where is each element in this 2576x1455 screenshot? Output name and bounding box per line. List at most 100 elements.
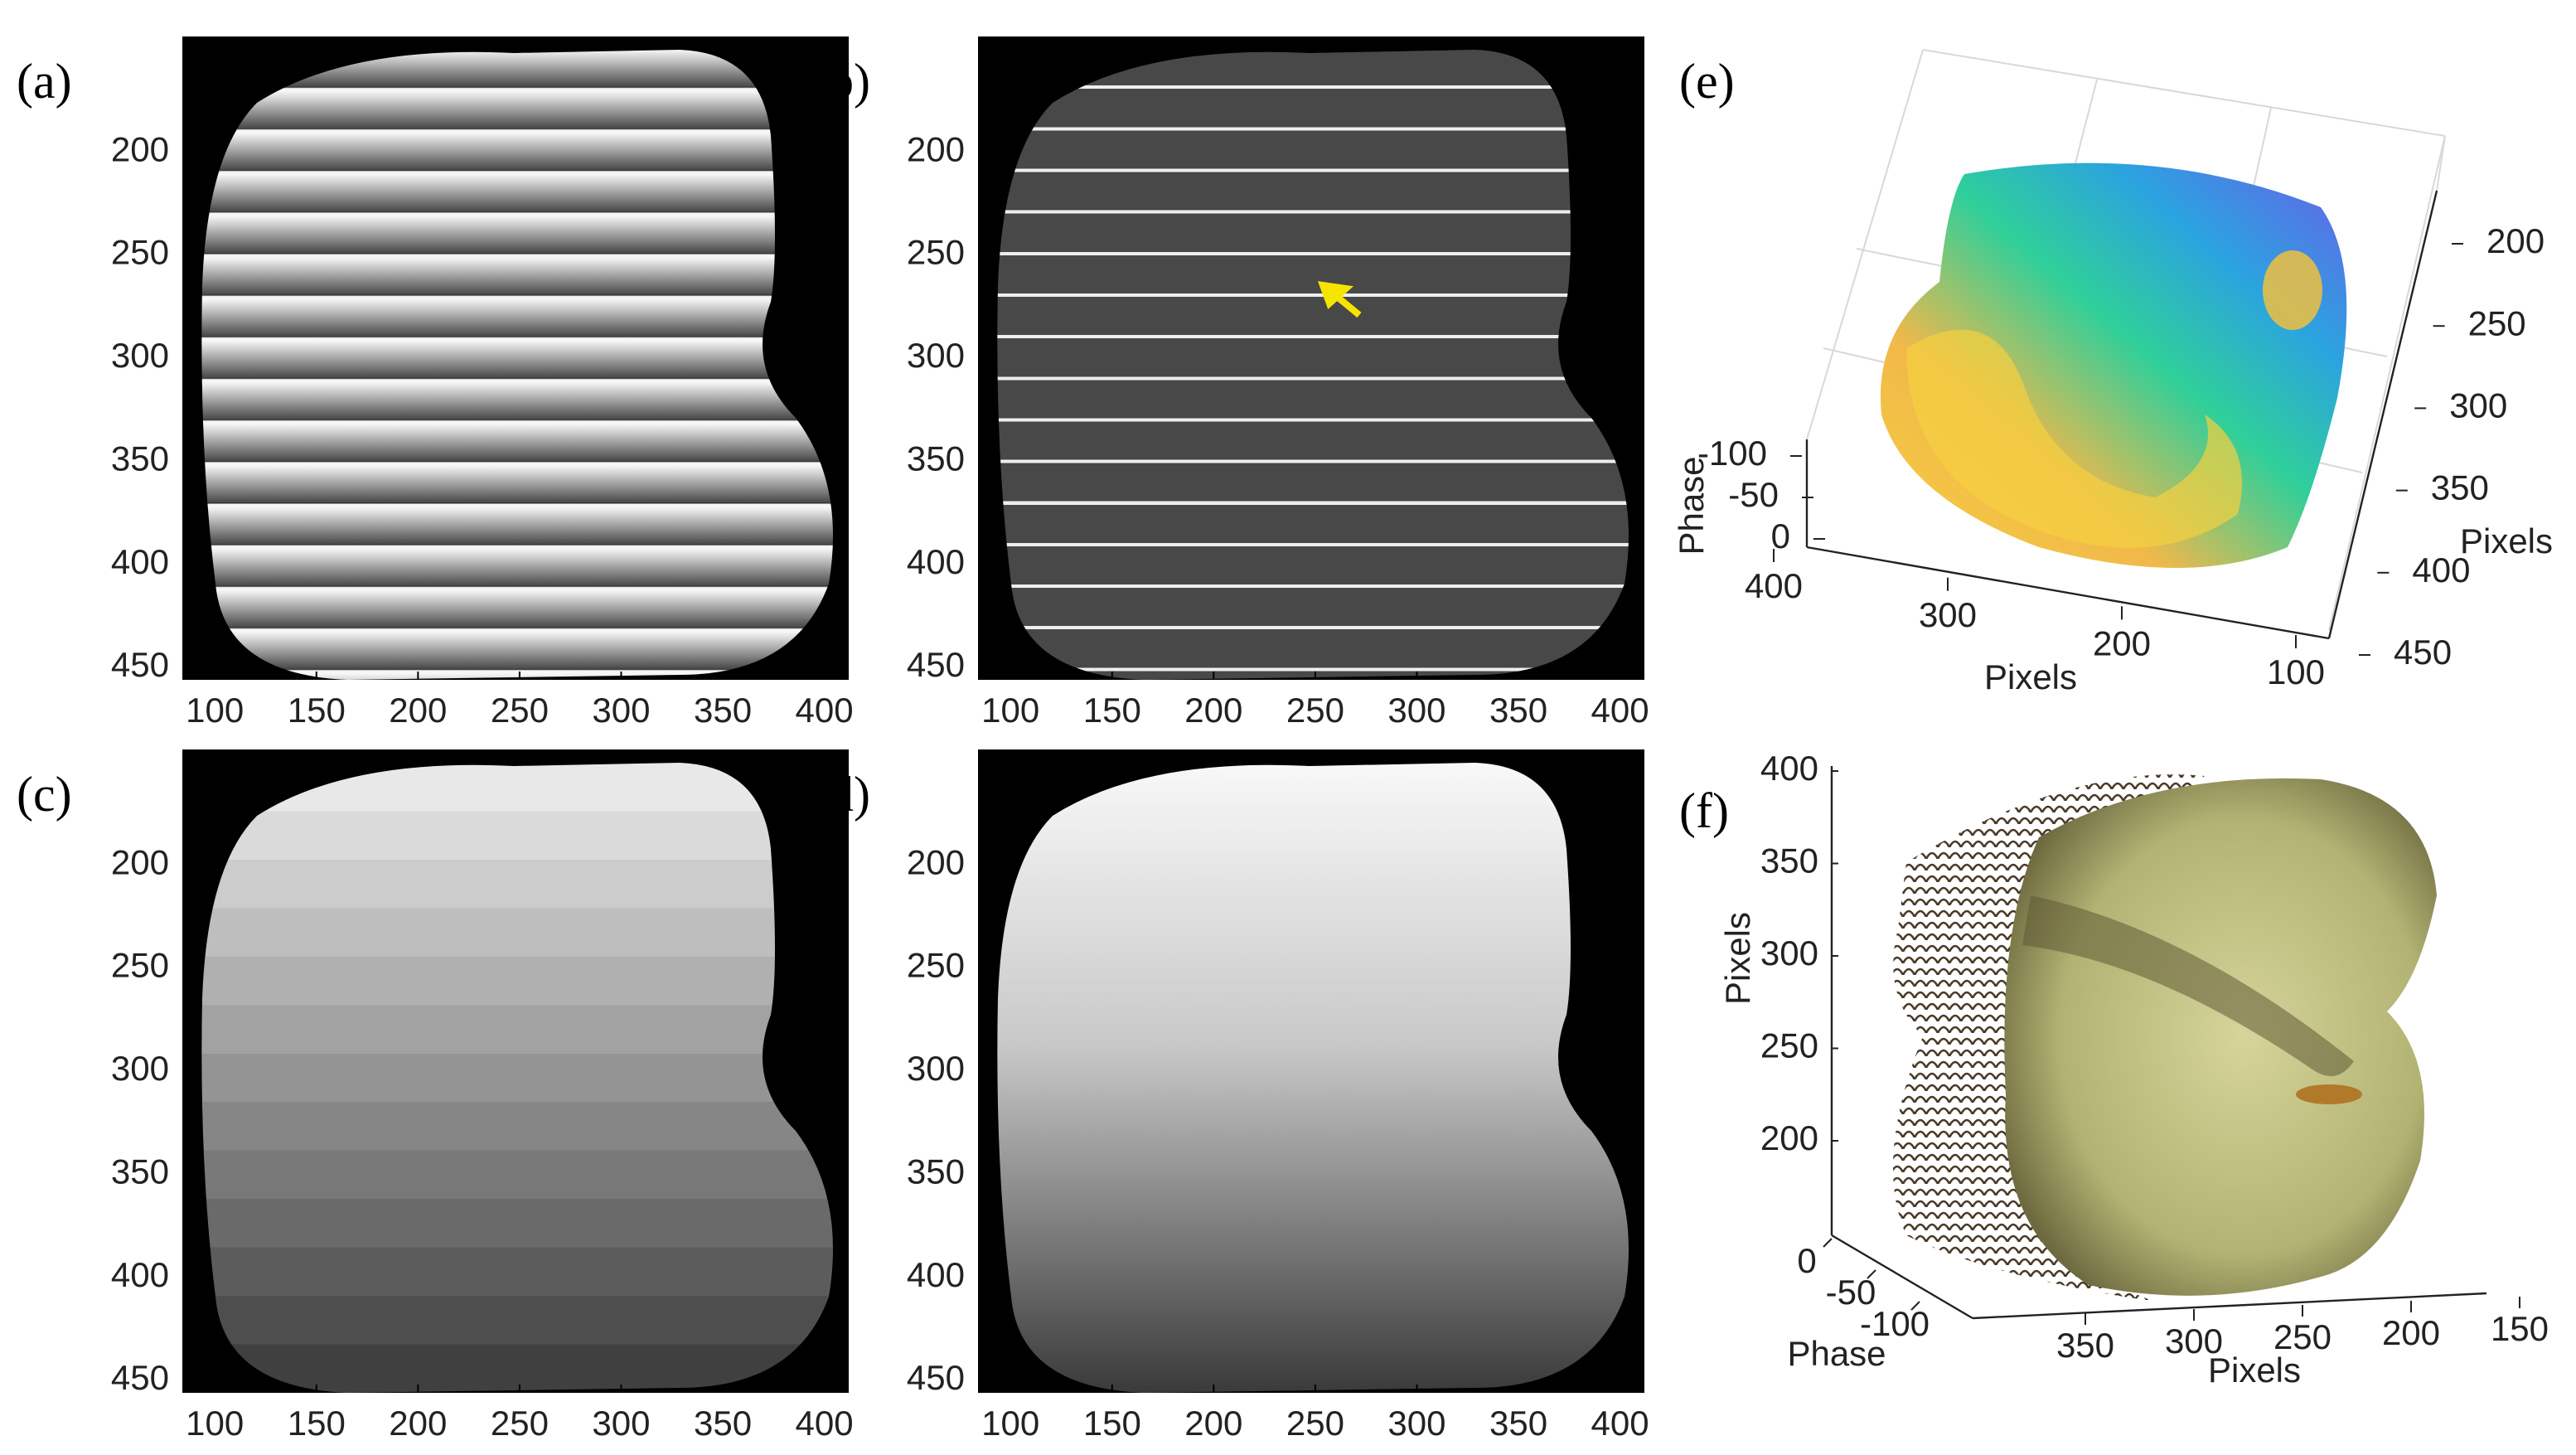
- tick-label: 150: [2491, 1309, 2549, 1348]
- x-tick-label: 250: [1286, 691, 1344, 730]
- y-tick-label: 400: [111, 1255, 169, 1294]
- y-tick-label: 450: [111, 645, 169, 684]
- x-tick-label: 350: [1489, 1404, 1547, 1443]
- panel-label: (c): [17, 767, 72, 822]
- x-tick-label: 100: [981, 1404, 1039, 1443]
- x-tick-label: 200: [389, 1404, 447, 1443]
- axis-title: Phase: [1672, 456, 1711, 555]
- y-tick-label: 250: [907, 946, 965, 985]
- tick-label: 350: [2431, 468, 2489, 507]
- tick-label: 350: [1760, 841, 1818, 880]
- x-tick-label: 200: [389, 691, 447, 730]
- tick-label: 100: [2267, 652, 2325, 691]
- image-content: [201, 50, 834, 680]
- x-tick-label: 200: [1184, 1404, 1242, 1443]
- tick-label: -100: [1697, 434, 1767, 473]
- y-tick-label: 400: [907, 542, 965, 581]
- x-tick-label: 400: [1591, 691, 1649, 730]
- y-tick-label: 200: [907, 842, 965, 881]
- axis-line: [1972, 1292, 2487, 1320]
- tick-label: 400: [2412, 550, 2470, 589]
- x-tick-label: 400: [1591, 1404, 1649, 1443]
- surface-spot: [2296, 1084, 2362, 1104]
- x-tick-label: 300: [1387, 1404, 1445, 1443]
- panel-label: (b): [812, 54, 870, 109]
- axis-title: Pixels: [2208, 1351, 2301, 1390]
- wireframe: [1922, 49, 2446, 137]
- y-tick-label: 400: [111, 542, 169, 581]
- x-tick-label: 100: [186, 691, 244, 730]
- x-tick-label: 250: [491, 1404, 549, 1443]
- x-tick-label: 300: [592, 1404, 650, 1443]
- image-content: [201, 763, 834, 1393]
- x-tick-label: 100: [186, 1404, 244, 1443]
- x-tick-label: 150: [288, 1404, 346, 1443]
- axis-title: Phase: [1787, 1334, 1886, 1373]
- axis-title: Pixels: [2460, 521, 2553, 560]
- x-tick-label: 350: [694, 691, 752, 730]
- tick-label: 300: [2449, 386, 2507, 424]
- tick-label: 200: [1760, 1118, 1818, 1157]
- axis-line: [1806, 546, 2330, 640]
- surface-contours: [1893, 774, 2205, 1302]
- tick-label: 200: [2093, 623, 2151, 662]
- tick-label: 300: [2165, 1322, 2223, 1360]
- surface-groove: [2022, 895, 2354, 1076]
- tick-label: 200: [2382, 1313, 2440, 1352]
- image-content: [997, 50, 1629, 680]
- tick-label: 0: [1797, 1241, 1816, 1280]
- axis-line: [1831, 1234, 1973, 1320]
- y-tick-label: 350: [907, 1152, 965, 1191]
- surface-highlight: [1906, 329, 2242, 548]
- y-tick-label: 450: [111, 1358, 169, 1397]
- panel-label: (e): [1679, 54, 1735, 109]
- tick-label: 350: [2056, 1326, 2114, 1365]
- tick: [1910, 1301, 1920, 1311]
- y-tick-label: 300: [111, 1049, 169, 1088]
- surface-highlight: [2263, 250, 2322, 330]
- x-tick-label: 300: [592, 691, 650, 730]
- tick-label: 250: [2273, 1317, 2331, 1356]
- y-tick-label: 300: [907, 336, 965, 375]
- panel-label: (d): [812, 767, 870, 822]
- tick-label: -100: [1860, 1304, 1930, 1343]
- image-content: [997, 763, 1629, 1393]
- x-tick-label: 350: [694, 1404, 752, 1443]
- axis-title: Pixels: [1718, 912, 1757, 1005]
- y-tick-label: 300: [111, 336, 169, 375]
- arrow: [1317, 281, 1362, 318]
- y-tick-label: 450: [907, 1358, 965, 1397]
- tick-label: 400: [1745, 566, 1803, 605]
- tick-label: -50: [1728, 475, 1779, 514]
- tick-label: 250: [2468, 303, 2526, 342]
- y-tick-label: 250: [111, 233, 169, 272]
- tick-label: 300: [1760, 934, 1818, 972]
- tick-label: -50: [1826, 1273, 1876, 1312]
- y-tick-label: 200: [907, 129, 965, 168]
- tick-label: 200: [2486, 221, 2545, 260]
- x-tick-label: 100: [981, 691, 1039, 730]
- x-tick-label: 300: [1387, 691, 1445, 730]
- y-tick-label: 250: [907, 233, 965, 272]
- axis-line: [2327, 190, 2438, 639]
- x-tick-label: 400: [796, 691, 854, 730]
- y-tick-label: 200: [111, 129, 169, 168]
- y-tick-label: 350: [111, 1152, 169, 1191]
- x-tick-label: 250: [491, 691, 549, 730]
- x-tick-label: 250: [1286, 1404, 1344, 1443]
- x-tick-label: 150: [288, 691, 346, 730]
- y-tick-label: 300: [907, 1049, 965, 1088]
- tick-label: 300: [1919, 595, 1977, 634]
- panel-label: (f): [1679, 783, 1729, 838]
- wireframe: [2328, 135, 2446, 631]
- wireframe: [1806, 49, 1924, 440]
- y-tick-label: 350: [111, 439, 169, 478]
- y-tick-label: 200: [111, 842, 169, 881]
- x-tick-label: 200: [1184, 691, 1242, 730]
- panel-label: (a): [17, 54, 72, 109]
- axis-title: Pixels: [1984, 657, 2077, 696]
- y-tick-label: 400: [907, 1255, 965, 1294]
- surface: [2004, 778, 2437, 1296]
- y-tick-label: 350: [907, 439, 965, 478]
